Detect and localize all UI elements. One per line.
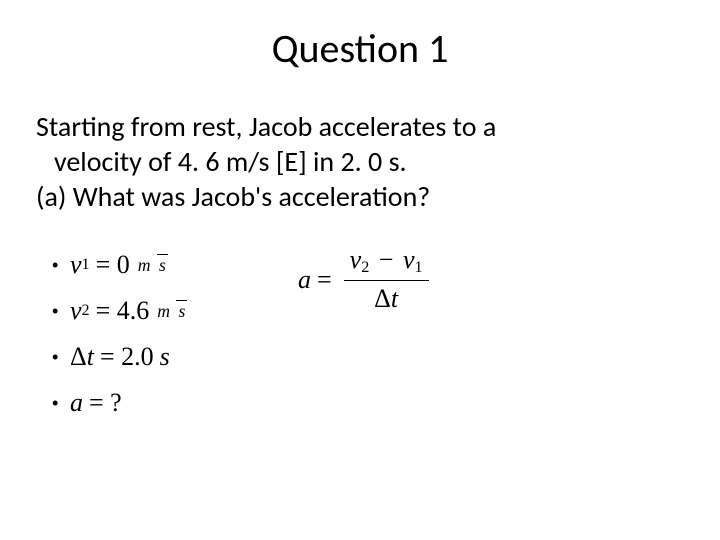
- formula-v1-sub: 1: [415, 259, 423, 276]
- formula-numerator: v2 − v1: [344, 244, 429, 280]
- v2-unit: m s: [155, 302, 187, 321]
- slide-body: Starting from rest, Jacob accelerates to…: [0, 73, 720, 426]
- v1-unit: m s: [136, 256, 168, 275]
- formula-delta: Δ: [374, 284, 391, 313]
- v1-symbol: v: [70, 240, 82, 289]
- formula-fraction: v2 − v1 Δt: [344, 244, 429, 316]
- formula-lhs: a: [298, 264, 311, 297]
- a-eq: = ?: [89, 378, 122, 427]
- given-dt: • Δt = 2.0 s: [52, 334, 684, 380]
- v2-sub: 2: [82, 296, 90, 327]
- problem-line-2: velocity of 4. 6 m/s [E] in 2. 0 s.: [36, 144, 684, 179]
- problem-part-a: (a) What was Jacob's acceleration?: [36, 179, 684, 214]
- dt-eq: = 2.0: [100, 332, 154, 381]
- formula-minus: −: [379, 245, 394, 274]
- bullet-icon: •: [52, 248, 70, 282]
- formula-eq: =: [317, 264, 332, 297]
- problem-line-1: Starting from rest, Jacob accelerates to…: [36, 109, 684, 144]
- bullet-icon: •: [52, 294, 70, 328]
- dt-delta: Δ: [70, 332, 87, 381]
- v1-unit-den: s: [157, 254, 168, 275]
- acceleration-formula: a = v2 − v1 Δt: [298, 244, 429, 316]
- equations-area: • v1 = 0 m s • v2 = 4.6 m s: [36, 242, 684, 426]
- v2-eq: = 4.6: [96, 286, 150, 335]
- given-a: • a = ?: [52, 380, 684, 426]
- formula-t: t: [391, 284, 398, 313]
- slide: Question 1 Starting from rest, Jacob acc…: [0, 0, 720, 540]
- v1-unit-num: m: [136, 255, 153, 275]
- slide-title: Question 1: [0, 0, 720, 73]
- v1-sub: 1: [82, 250, 90, 281]
- v2-symbol: v: [70, 286, 82, 335]
- v1-eq: = 0: [96, 240, 130, 289]
- formula-v2: v: [350, 245, 362, 274]
- a-symbol: a: [70, 378, 83, 427]
- v2-unit-num: m: [155, 301, 172, 321]
- dt-unit: s: [160, 332, 170, 381]
- formula-denominator: Δt: [344, 280, 429, 316]
- dt-symbol: t: [87, 332, 94, 381]
- v2-unit-den: s: [176, 300, 187, 321]
- formula-v1: v: [403, 245, 415, 274]
- formula-v2-sub: 2: [361, 259, 369, 276]
- bullet-icon: •: [52, 340, 70, 374]
- bullet-icon: •: [52, 386, 70, 420]
